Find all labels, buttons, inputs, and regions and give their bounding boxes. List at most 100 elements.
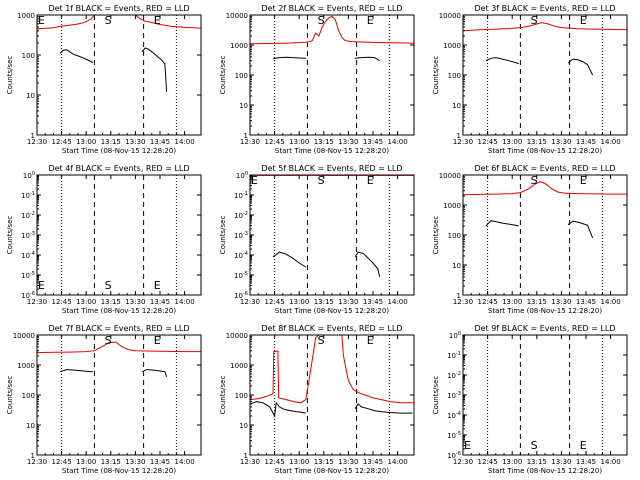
detector-panel-5: Det 5f BLACK = Events, RED = LLD 12:30 12:… — [219, 164, 415, 315]
x-tick-label: 13:00 — [289, 458, 309, 466]
y-tick-label: 1000 — [17, 12, 35, 20]
y-tick-exponent: -4 — [243, 251, 248, 257]
y-axis-label: Counts/sec — [432, 216, 440, 255]
panel-title: Det 1f BLACK = Events, RED = LLD — [48, 4, 189, 13]
events-series-line — [141, 369, 168, 378]
marker-s: S — [105, 279, 112, 292]
y-tick-base: 10 — [449, 332, 458, 340]
x-tick-label: 14:00 — [388, 138, 408, 146]
y-tick-label: 1 — [244, 132, 248, 140]
y-tick-label: 10-1 — [447, 351, 461, 360]
x-tick-label: 13:00 — [502, 138, 522, 146]
x-tick-label: 13:30 — [551, 138, 571, 146]
x-tick-label: 13:15 — [314, 298, 334, 306]
events-series-line — [272, 251, 307, 268]
events-series-line — [354, 56, 380, 62]
events-series-line — [59, 49, 94, 63]
marker-e: E — [580, 14, 587, 27]
panel-title: Det 8f BLACK = Events, RED = LLD — [261, 324, 402, 333]
x-tick-label: 12:45 — [265, 298, 285, 306]
y-tick-base: 10 — [234, 212, 243, 220]
y-tick-base: 10 — [21, 292, 30, 300]
x-tick-label: 13:30 — [338, 298, 358, 306]
y-axis-label: Counts/sec — [219, 56, 227, 95]
x-tick-label: 12:45 — [52, 138, 72, 146]
y-tick-base: 10 — [21, 212, 30, 220]
marker-e: E — [580, 439, 587, 452]
events-series-line — [485, 220, 519, 227]
y-tick-base: 10 — [447, 432, 456, 440]
events-series-line — [272, 56, 306, 60]
detector-panel-9: Det 9f BLACK = Events, RED = LLD 12:30 12:… — [432, 324, 628, 475]
y-tick-base: 10 — [234, 292, 243, 300]
marker-s: S — [105, 334, 112, 347]
x-tick-label: 14:00 — [601, 298, 621, 306]
y-tick-exponent: -2 — [243, 211, 248, 217]
y-tick-label: 1000 — [17, 362, 35, 370]
x-tick-label: 13:30 — [125, 138, 145, 146]
x-tick-label: 12:45 — [478, 298, 498, 306]
y-tick-label: 10-2 — [447, 371, 461, 380]
x-tick-label: 13:45 — [150, 138, 170, 146]
y-tick-label: 10-2 — [21, 211, 35, 220]
y-axis-label: Counts/sec — [219, 216, 227, 255]
y-tick-label: 10 — [239, 422, 248, 430]
detector-panel-7: Det 7f BLACK = Events, RED = LLD 12:30 12:… — [6, 324, 202, 475]
y-tick-exponent: -1 — [30, 191, 35, 197]
y-tick-exponent: -3 — [456, 391, 461, 397]
x-tick-label: 12:30 — [240, 138, 260, 146]
y-tick-exponent: 0 — [32, 171, 35, 177]
y-axis-label: Counts/sec — [432, 56, 440, 95]
y-tick-label: 100 — [448, 72, 461, 80]
y-tick-label: 10 — [26, 422, 35, 430]
marker-s: S — [105, 14, 112, 27]
y-tick-label: 10-4 — [234, 251, 248, 260]
x-tick-label: 14:00 — [175, 458, 195, 466]
y-tick-label: 10 — [239, 102, 248, 110]
detector-panel-2: Det 2f BLACK = Events, RED = LLD 12:30 12:… — [219, 4, 415, 155]
marker-e: E — [367, 334, 374, 347]
y-tick-label: 1 — [457, 292, 461, 300]
marker-s: S — [318, 174, 325, 187]
y-tick-label: 10000 — [439, 12, 461, 20]
x-tick-label: 13:45 — [576, 138, 596, 146]
panel-title: Det 3f BLACK = Events, RED = LLD — [474, 4, 615, 13]
y-tick-label: 10-6 — [234, 291, 248, 300]
events-series-line — [354, 403, 413, 414]
y-tick-base: 10 — [21, 192, 30, 200]
panel-title: Det 9f BLACK = Events, RED = LLD — [474, 324, 615, 333]
y-tick-label: 10 — [452, 102, 461, 110]
y-tick-label: 100 — [22, 52, 35, 60]
marker-e: E — [154, 334, 161, 347]
y-tick-label: 1000 — [443, 42, 461, 50]
x-tick-label: 13:45 — [363, 138, 383, 146]
y-tick-exponent: -5 — [456, 431, 461, 437]
y-tick-label: 10-5 — [21, 271, 35, 280]
x-tick-label: 12:45 — [265, 458, 285, 466]
y-tick-label: 10000 — [13, 332, 35, 340]
y-tick-label: 100 — [449, 331, 461, 340]
detector-panel-1: Det 1f BLACK = Events, RED = LLD 12:30 12:… — [6, 4, 202, 155]
x-axis-label: Start Time (08-Nov-15 12:28:20) — [488, 307, 602, 315]
y-tick-exponent: -6 — [243, 291, 248, 297]
x-tick-label: 13:15 — [314, 138, 334, 146]
y-tick-base: 10 — [21, 252, 30, 260]
x-tick-label: 13:45 — [150, 458, 170, 466]
lld-series-line — [135, 15, 201, 29]
x-tick-label: 13:00 — [502, 298, 522, 306]
y-tick-base: 10 — [21, 232, 30, 240]
x-tick-label: 13:00 — [289, 298, 309, 306]
y-tick-label: 1 — [457, 132, 461, 140]
y-tick-label: 10 — [26, 92, 35, 100]
y-tick-exponent: -5 — [30, 271, 35, 277]
y-tick-label: 10-3 — [21, 231, 35, 240]
y-tick-exponent: 0 — [458, 331, 461, 337]
x-tick-label: 13:45 — [576, 458, 596, 466]
events-series-line — [354, 251, 381, 278]
y-tick-base: 10 — [447, 352, 456, 360]
x-tick-label: 13:30 — [551, 298, 571, 306]
y-tick-label: 100 — [23, 171, 35, 180]
marker-s: S — [531, 174, 538, 187]
lld-series-line — [463, 181, 627, 196]
y-tick-label: 10-4 — [21, 251, 35, 260]
